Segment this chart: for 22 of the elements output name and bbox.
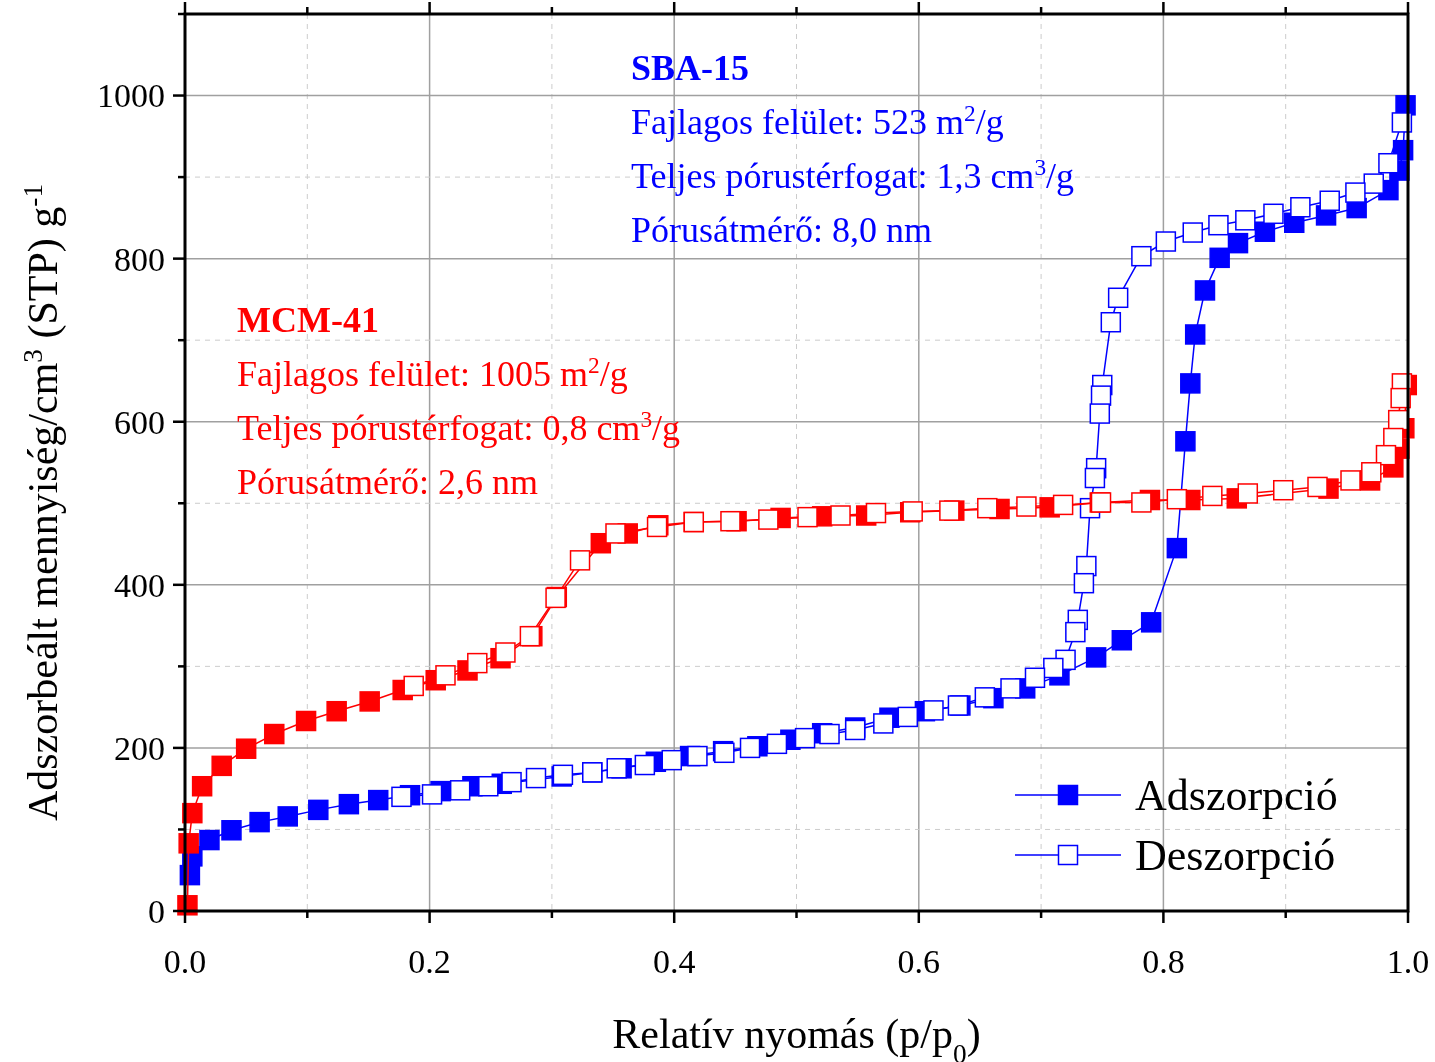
annotation: Pórusátmérő: 2,6 nm: [237, 462, 538, 502]
y-tick-label: 1000: [97, 77, 165, 115]
legend-label: Deszorpció: [1135, 831, 1336, 881]
annotation: Teljes pórustérfogat: 1,3 cm$^{3}$/g: [631, 154, 1075, 196]
legend-label: Adszorpció: [1135, 771, 1338, 821]
annotation: Fajlagos felület: 523 m$^{2}$/g: [631, 100, 1004, 142]
x-tick-label: 0.4: [652, 943, 696, 980]
y-tick-label: 200: [114, 729, 165, 767]
x-tick-label: 0.2: [408, 943, 451, 980]
annotation: SBA-15: [631, 48, 750, 88]
y-tick-label: 400: [114, 566, 165, 604]
annotation: Teljes pórustérfogat: 0,8 cm$^{3}$/g: [237, 406, 681, 448]
y-tick-label: 800: [114, 240, 165, 278]
x-tick-label: 1.0: [1386, 943, 1430, 980]
x-tick-label: 0.8: [1142, 943, 1185, 980]
annotation: MCM-41: [237, 300, 379, 340]
x-tick-label: 0.0: [163, 943, 207, 980]
y-tick-label: 0: [148, 892, 165, 930]
y-tick-label: 600: [114, 403, 165, 441]
annotation: Fajlagos felület: 1005 m$^{2}$/g: [237, 352, 628, 394]
annotation: Pórusátmérő: 8,0 nm: [631, 210, 932, 250]
x-tick-label: 0.6: [897, 943, 941, 980]
